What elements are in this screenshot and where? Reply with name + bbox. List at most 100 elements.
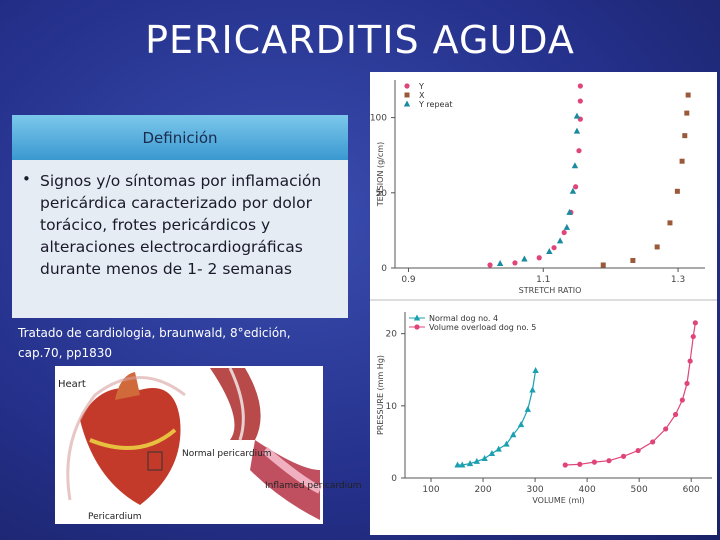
x-axis-label: STRETCH RATIO bbox=[519, 286, 582, 295]
point bbox=[551, 245, 557, 251]
slide-title: PERICARDITIS AGUDA bbox=[145, 18, 575, 62]
legend-label: Y repeat bbox=[418, 100, 453, 109]
point bbox=[404, 83, 410, 89]
point bbox=[403, 100, 411, 107]
x-tick-label: 1.3 bbox=[671, 275, 685, 285]
legend-label: Y bbox=[418, 82, 424, 91]
zoom-box bbox=[147, 451, 163, 471]
point bbox=[495, 445, 502, 452]
point bbox=[679, 158, 685, 164]
point bbox=[563, 223, 571, 230]
inflamed-layer bbox=[262, 446, 322, 494]
x-axis-label: VOLUME (ml) bbox=[532, 496, 584, 505]
point bbox=[600, 262, 606, 268]
inflamed-section bbox=[250, 440, 320, 520]
illustration-label: Normal pericardium bbox=[182, 449, 272, 459]
point bbox=[684, 380, 690, 387]
y-axis-label: PRESSURE (mm Hg) bbox=[376, 355, 385, 435]
point bbox=[577, 461, 583, 467]
point bbox=[654, 244, 660, 250]
point bbox=[532, 366, 539, 373]
point bbox=[524, 405, 531, 412]
point bbox=[569, 187, 577, 194]
normal-layer bbox=[228, 367, 245, 441]
definition-text: Signos y/o síntomas por inflamación peri… bbox=[40, 172, 322, 278]
illustration-label: Pericardium bbox=[88, 512, 142, 522]
point bbox=[606, 458, 612, 464]
point bbox=[577, 83, 583, 89]
x-tick-label: 600 bbox=[683, 485, 700, 495]
point bbox=[571, 162, 579, 169]
point bbox=[536, 255, 542, 261]
point bbox=[496, 259, 504, 266]
point bbox=[573, 112, 581, 119]
legend-label: Volume overload dog no. 5 bbox=[429, 323, 536, 332]
point bbox=[682, 133, 688, 139]
x-tick-label: 1.1 bbox=[536, 275, 550, 285]
point bbox=[512, 260, 518, 266]
point bbox=[487, 262, 493, 268]
chart-panel bbox=[370, 72, 717, 535]
point bbox=[573, 184, 579, 190]
x-tick-label: 300 bbox=[526, 485, 543, 495]
point bbox=[546, 247, 553, 254]
point bbox=[414, 324, 420, 330]
point bbox=[503, 440, 510, 447]
point bbox=[488, 449, 496, 456]
legend-label: Normal dog no. 4 bbox=[429, 314, 498, 323]
point bbox=[562, 462, 568, 468]
point bbox=[404, 92, 410, 98]
point bbox=[663, 426, 669, 432]
x-tick-label: 100 bbox=[422, 485, 439, 495]
point bbox=[561, 229, 567, 236]
point bbox=[635, 447, 641, 454]
y-tick-label: 50 bbox=[376, 189, 388, 199]
point bbox=[481, 455, 488, 462]
point bbox=[566, 208, 573, 215]
x-tick-label: 500 bbox=[631, 485, 648, 495]
y-tick-label: 0 bbox=[391, 474, 397, 484]
point bbox=[620, 453, 627, 459]
point bbox=[459, 461, 466, 468]
point bbox=[674, 188, 680, 194]
point bbox=[672, 411, 679, 418]
point bbox=[577, 98, 583, 104]
point bbox=[529, 386, 536, 393]
legend-label: X bbox=[419, 91, 425, 100]
citation: Tratado de cardiologia, braunwald, 8°edi… bbox=[18, 326, 291, 360]
y-tick-label: 10 bbox=[386, 402, 398, 412]
point bbox=[576, 148, 582, 154]
point bbox=[692, 320, 698, 326]
point bbox=[685, 92, 691, 98]
point bbox=[690, 333, 696, 340]
point bbox=[679, 397, 685, 403]
pericardium-sac bbox=[66, 376, 186, 501]
point bbox=[454, 461, 461, 468]
x-tick-label: 400 bbox=[579, 485, 596, 495]
point bbox=[510, 431, 517, 438]
point bbox=[473, 457, 481, 464]
y-tick-label: 0 bbox=[381, 264, 387, 274]
y-tick-label: 100 bbox=[370, 114, 387, 124]
point bbox=[517, 421, 525, 428]
point bbox=[591, 459, 598, 465]
definition-header: Definición bbox=[12, 115, 348, 160]
point bbox=[466, 460, 474, 467]
y-tick-label: 20 bbox=[386, 330, 398, 340]
point bbox=[687, 358, 693, 364]
illustration-label: Inflamed pericardium bbox=[265, 481, 362, 491]
vessel bbox=[89, 428, 177, 450]
point bbox=[573, 127, 581, 134]
y-axis-label: TENSION (g/cm) bbox=[376, 142, 385, 207]
illustration-label: Heart bbox=[58, 379, 86, 390]
point bbox=[413, 314, 421, 321]
point bbox=[650, 439, 656, 445]
x-tick-label: 200 bbox=[474, 485, 491, 495]
definition-box bbox=[12, 160, 348, 318]
point bbox=[667, 220, 673, 226]
point bbox=[556, 237, 564, 244]
x-tick-label: 0.9 bbox=[401, 275, 416, 285]
